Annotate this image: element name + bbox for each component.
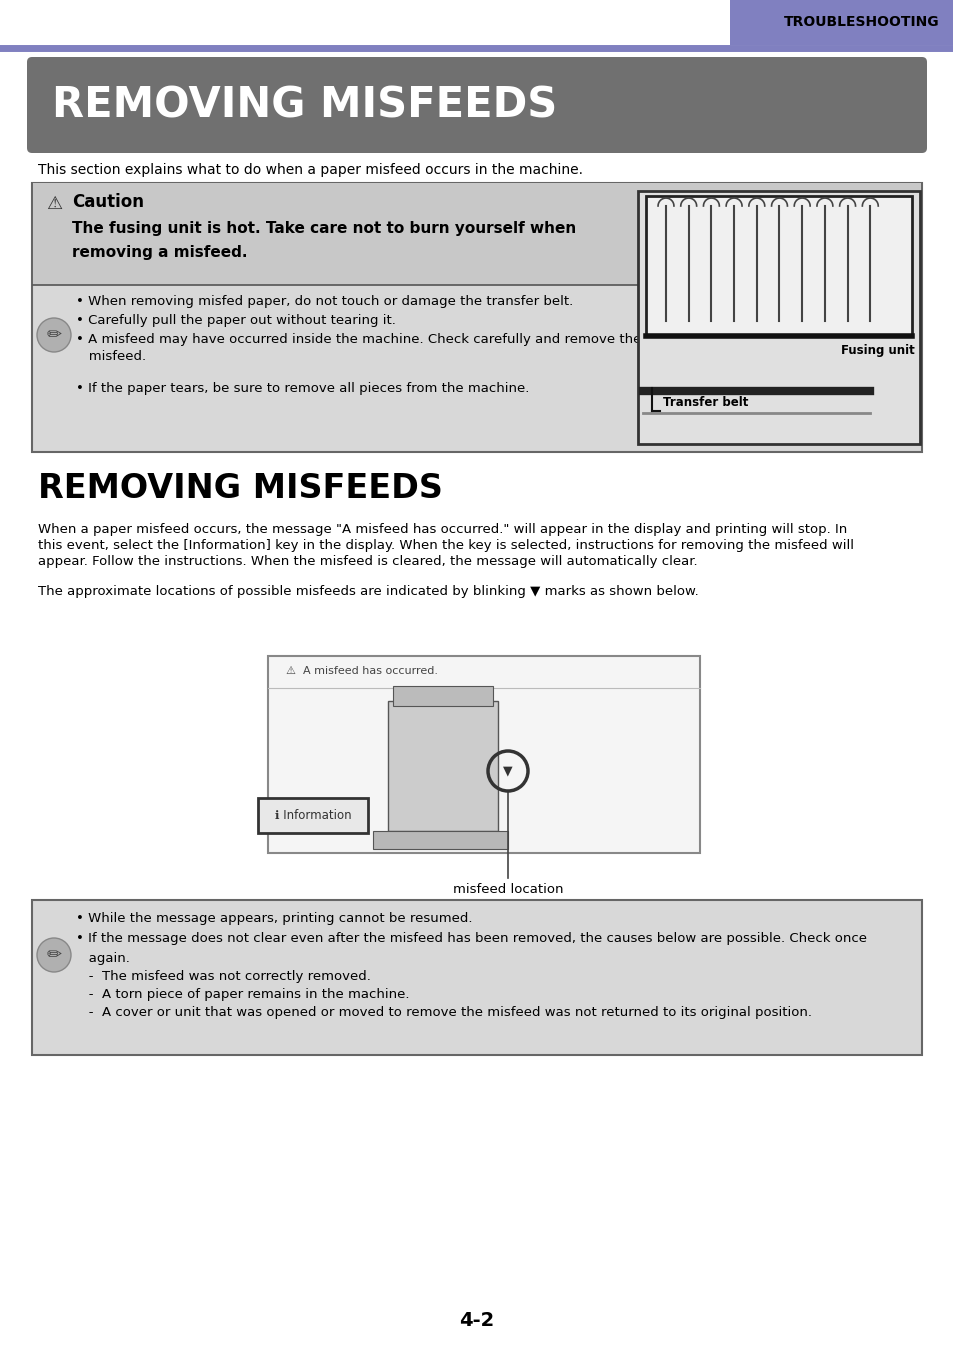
Text: REMOVING MISFEEDS: REMOVING MISFEEDS xyxy=(52,84,557,126)
Text: ✏: ✏ xyxy=(47,325,62,344)
Text: TROUBLESHOOTING: TROUBLESHOOTING xyxy=(783,15,939,28)
Text: Transfer belt: Transfer belt xyxy=(662,396,747,409)
Text: appear. Follow the instructions. When the misfeed is cleared, the message will a: appear. Follow the instructions. When th… xyxy=(38,555,697,568)
Text: Fusing unit: Fusing unit xyxy=(841,344,914,356)
FancyBboxPatch shape xyxy=(257,798,368,833)
Text: The approximate locations of possible misfeeds are indicated by blinking ▼ marks: The approximate locations of possible mi… xyxy=(38,585,698,598)
Text: • If the message does not clear even after the misfeed has been removed, the cau: • If the message does not clear even aft… xyxy=(76,931,866,945)
Text: The fusing unit is hot. Take care not to burn yourself when: The fusing unit is hot. Take care not to… xyxy=(71,221,576,236)
Bar xyxy=(388,701,497,832)
Text: this event, select the [Information] key in the display. When the key is selecte: this event, select the [Information] key… xyxy=(38,539,853,552)
Text: REMOVING MISFEEDS: REMOVING MISFEEDS xyxy=(38,472,442,505)
Text: ▼: ▼ xyxy=(502,764,513,778)
Circle shape xyxy=(37,938,71,972)
Text: removing a misfeed.: removing a misfeed. xyxy=(71,244,247,261)
Text: -  A torn piece of paper remains in the machine.: - A torn piece of paper remains in the m… xyxy=(76,988,409,1000)
Text: ℹ Information: ℹ Information xyxy=(274,809,351,822)
Bar xyxy=(32,184,921,452)
Text: • A misfeed may have occurred inside the machine. Check carefully and remove the: • A misfeed may have occurred inside the… xyxy=(76,333,640,346)
Text: 4-2: 4-2 xyxy=(459,1311,494,1330)
Text: -  The misfeed was not correctly removed.: - The misfeed was not correctly removed. xyxy=(76,971,371,983)
Bar xyxy=(32,900,921,1054)
Bar xyxy=(0,0,729,45)
Text: When a paper misfeed occurs, the message "A misfeed has occurred." will appear i: When a paper misfeed occurs, the message… xyxy=(38,522,846,536)
Text: ⚠  A misfeed has occurred.: ⚠ A misfeed has occurred. xyxy=(286,666,437,676)
Text: • While the message appears, printing cannot be resumed.: • While the message appears, printing ca… xyxy=(76,913,472,925)
Text: • If the paper tears, be sure to remove all pieces from the machine.: • If the paper tears, be sure to remove … xyxy=(76,382,529,396)
Circle shape xyxy=(37,319,71,352)
Text: • Carefully pull the paper out without tearing it.: • Carefully pull the paper out without t… xyxy=(76,315,395,327)
Text: -  A cover or unit that was opened or moved to remove the misfeed was not return: - A cover or unit that was opened or mov… xyxy=(76,1006,811,1019)
Bar xyxy=(638,190,919,444)
Bar xyxy=(0,0,953,45)
Text: ✏: ✏ xyxy=(47,946,62,964)
Bar xyxy=(645,196,911,336)
Text: again.: again. xyxy=(76,952,130,965)
Text: This section explains what to do when a paper misfeed occurs in the machine.: This section explains what to do when a … xyxy=(38,163,582,177)
Text: misfeed location: misfeed location xyxy=(453,883,562,896)
Text: Caution: Caution xyxy=(71,193,144,211)
Bar xyxy=(268,656,700,853)
Text: • When removing misfed paper, do not touch or damage the transfer belt.: • When removing misfed paper, do not tou… xyxy=(76,296,573,308)
Bar xyxy=(33,184,920,285)
Bar xyxy=(393,686,493,706)
Text: ⚠: ⚠ xyxy=(46,194,62,213)
FancyBboxPatch shape xyxy=(27,57,926,153)
Text: misfeed.: misfeed. xyxy=(76,350,146,363)
Bar xyxy=(373,832,507,849)
